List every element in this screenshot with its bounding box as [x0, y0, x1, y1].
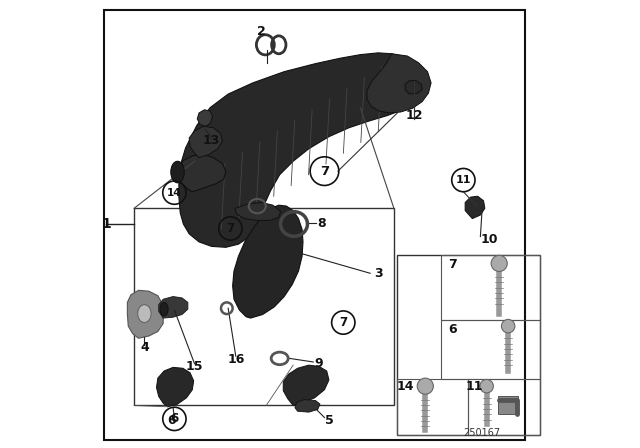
Text: 4: 4 — [140, 340, 148, 354]
Text: 2: 2 — [257, 25, 266, 38]
Text: 6: 6 — [167, 414, 176, 427]
Polygon shape — [197, 110, 212, 126]
Polygon shape — [179, 53, 427, 247]
Text: 12: 12 — [405, 109, 423, 122]
Bar — [441, 255, 540, 320]
Text: 3: 3 — [374, 267, 382, 280]
Text: 15: 15 — [186, 360, 204, 373]
Text: 10: 10 — [481, 233, 498, 246]
Polygon shape — [235, 202, 280, 220]
Polygon shape — [127, 290, 163, 338]
Bar — [134, 208, 394, 405]
Text: 250167: 250167 — [463, 428, 500, 438]
Polygon shape — [465, 196, 485, 219]
Bar — [397, 255, 540, 435]
Circle shape — [417, 378, 433, 394]
Text: 13: 13 — [203, 134, 220, 147]
Polygon shape — [177, 155, 226, 192]
Circle shape — [491, 255, 508, 271]
Text: 14: 14 — [396, 379, 414, 393]
Ellipse shape — [171, 161, 184, 183]
Text: 6: 6 — [448, 323, 456, 336]
Polygon shape — [405, 81, 422, 94]
Polygon shape — [295, 400, 320, 412]
Circle shape — [480, 379, 493, 393]
Text: 8: 8 — [317, 216, 326, 230]
Text: 5: 5 — [325, 414, 334, 427]
Polygon shape — [499, 396, 518, 414]
Text: 7: 7 — [320, 164, 329, 178]
Text: 7: 7 — [448, 258, 456, 271]
Bar — [468, 379, 540, 435]
Bar — [441, 320, 540, 379]
Text: 9: 9 — [315, 357, 323, 370]
Polygon shape — [157, 367, 194, 407]
Text: 16: 16 — [227, 353, 244, 366]
Ellipse shape — [160, 302, 168, 316]
Bar — [397, 379, 468, 435]
Polygon shape — [189, 126, 222, 158]
Circle shape — [502, 319, 515, 333]
Text: 11: 11 — [466, 379, 483, 393]
Text: 6: 6 — [170, 412, 179, 426]
Text: 14: 14 — [167, 188, 182, 198]
Polygon shape — [233, 205, 303, 318]
Ellipse shape — [138, 305, 151, 323]
Text: 11: 11 — [456, 175, 471, 185]
Polygon shape — [367, 54, 431, 113]
Polygon shape — [284, 365, 329, 405]
Text: 7: 7 — [227, 222, 234, 235]
Polygon shape — [159, 297, 188, 318]
Text: 1: 1 — [101, 217, 111, 231]
Text: 7: 7 — [339, 316, 348, 329]
